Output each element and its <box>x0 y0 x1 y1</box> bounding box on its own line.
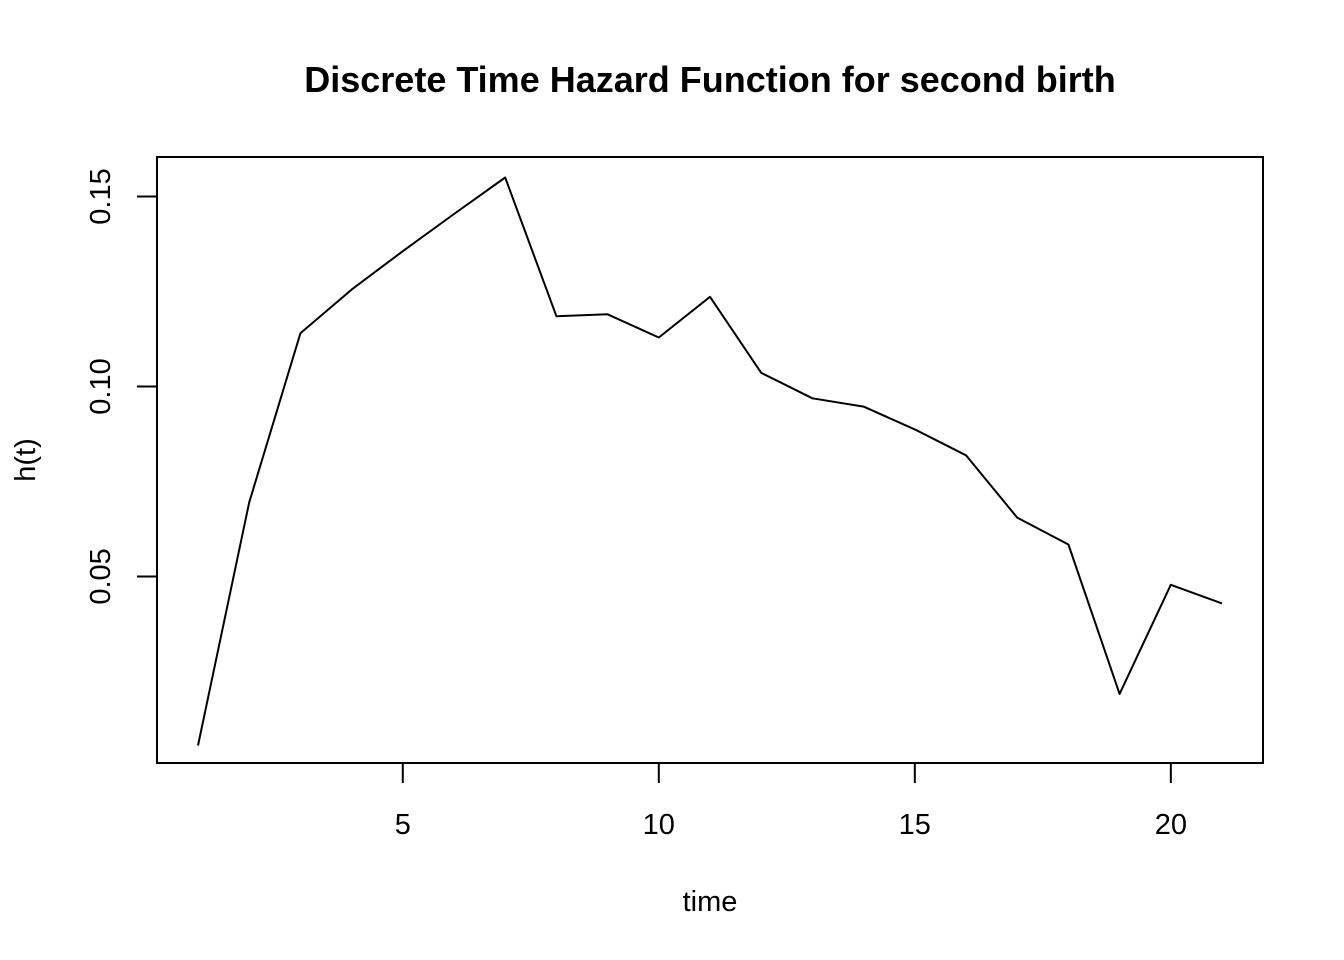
y-tick-label: 0.05 <box>85 548 117 604</box>
chart-title: Discrete Time Hazard Function for second… <box>304 59 1115 100</box>
hazard-line <box>197 176 1223 746</box>
y-axis: 0.05 0.10 0.15 <box>85 168 157 605</box>
x-axis-label: time <box>683 886 738 918</box>
y-tick-label: 0.15 <box>85 168 117 224</box>
x-tick-label: 10 <box>643 809 675 841</box>
y-tick-label: 0.10 <box>85 358 117 414</box>
x-tick-label: 20 <box>1155 809 1187 841</box>
plot-frame <box>156 156 1264 764</box>
x-tick-label: 5 <box>395 809 411 841</box>
y-axis-label: h(t) <box>10 438 42 482</box>
x-tick-label: 15 <box>899 809 931 841</box>
x-axis: 5 10 15 20 <box>395 763 1187 841</box>
